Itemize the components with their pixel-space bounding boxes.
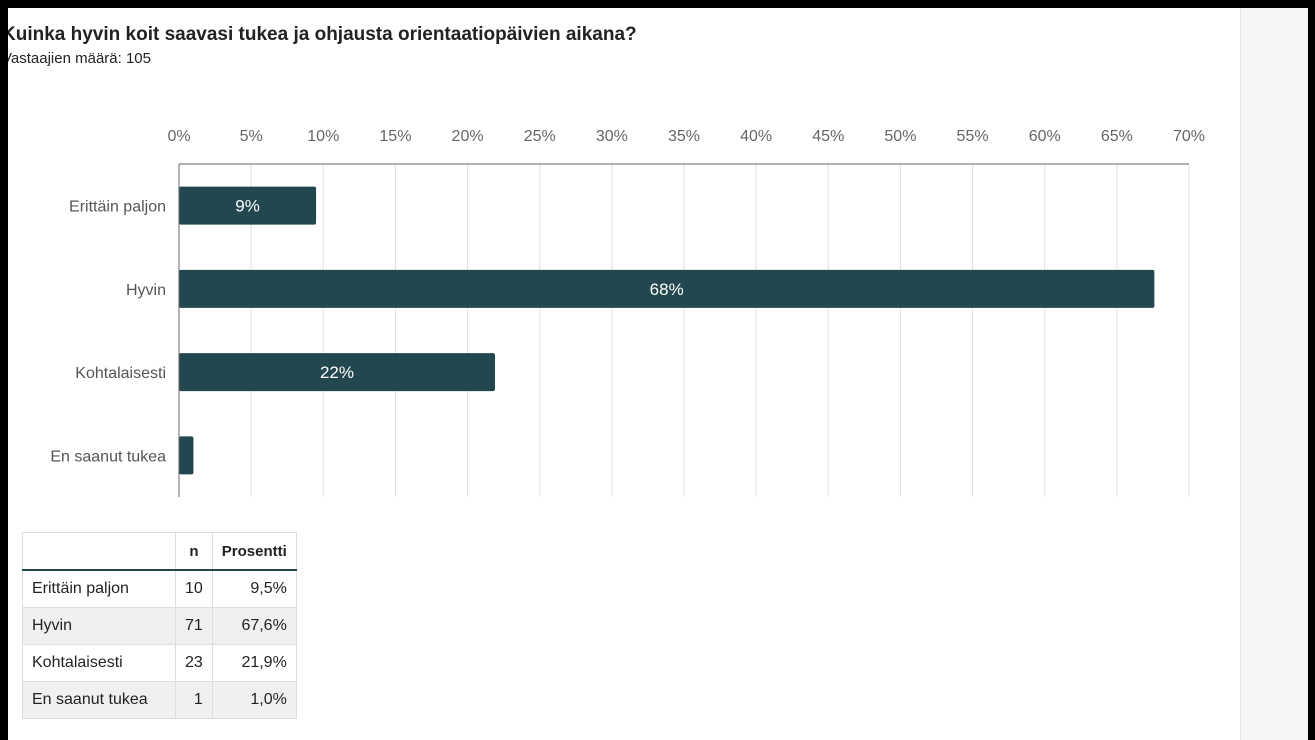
row-percent: 21,9% — [211, 644, 297, 682]
frequency-table: n Prosentti Erittäin paljon 10 9,5% Hyvi… — [22, 532, 297, 719]
category-label: En saanut tukea — [50, 448, 166, 465]
respondent-count: Vastaajien määrä: 105 — [8, 50, 151, 67]
row-n: 1 — [175, 681, 213, 719]
x-tick-label: 20% — [452, 128, 484, 145]
x-tick-label: 10% — [307, 128, 339, 145]
bar — [179, 186, 317, 225]
x-tick-label: 35% — [668, 128, 700, 145]
x-tick-label: 55% — [957, 128, 989, 145]
row-percent: 1,0% — [211, 681, 297, 719]
x-tick-label: 70% — [1173, 128, 1205, 145]
table-header-label — [22, 532, 176, 571]
table-row: En saanut tukea 1 1,0% — [22, 681, 297, 719]
chart-title: Kuinka hyvin koit saavasi tukea ja ohjau… — [8, 24, 637, 45]
row-n: 71 — [175, 607, 213, 645]
row-n: 10 — [175, 569, 213, 608]
scrollbar-track[interactable] — [1240, 8, 1308, 740]
bar-value-label: 22% — [320, 363, 354, 382]
table-row: Erittäin paljon 10 9,5% — [22, 569, 297, 608]
x-tick-label: 40% — [740, 128, 772, 145]
row-label: Hyvin — [22, 607, 176, 645]
bar-value-label: 9% — [235, 197, 260, 216]
table-row: Kohtalaisesti 23 21,9% — [22, 644, 297, 682]
table-header-row: n Prosentti — [22, 532, 297, 571]
table-header-n: n — [175, 532, 213, 571]
row-label: Erittäin paljon — [22, 569, 176, 608]
category-label: Erittäin paljon — [69, 199, 166, 216]
row-percent: 67,6% — [211, 607, 297, 645]
x-tick-label: 0% — [167, 128, 190, 145]
table-header-percent: Prosentti — [211, 532, 297, 571]
x-tick-label: 25% — [524, 128, 556, 145]
x-tick-label: 30% — [596, 128, 628, 145]
results-panel: Kuinka hyvin koit saavasi tukea ja ohjau… — [8, 8, 1308, 740]
x-tick-label: 50% — [884, 128, 916, 145]
x-tick-label: 15% — [379, 128, 411, 145]
x-tick-label: 45% — [812, 128, 844, 145]
category-label: Hyvin — [126, 282, 166, 299]
bar — [179, 353, 495, 392]
bar-value-label: 68% — [650, 280, 684, 299]
category-label: Kohtalaisesti — [75, 365, 166, 382]
bar — [179, 269, 1155, 308]
x-tick-label: 5% — [240, 128, 263, 145]
row-label: En saanut tukea — [22, 681, 176, 719]
x-tick-label: 65% — [1101, 128, 1133, 145]
row-label: Kohtalaisesti — [22, 644, 176, 682]
row-n: 23 — [175, 644, 213, 682]
bar — [179, 436, 194, 475]
row-percent: 9,5% — [211, 569, 297, 608]
table-row: Hyvin 71 67,6% — [22, 607, 297, 645]
x-tick-label: 60% — [1029, 128, 1061, 145]
bar-chart: 0% 5% 10% 15% 20% 25% 30% 35% 40% 45% 50% 55% 60% 65%… — [50, 128, 1205, 497]
